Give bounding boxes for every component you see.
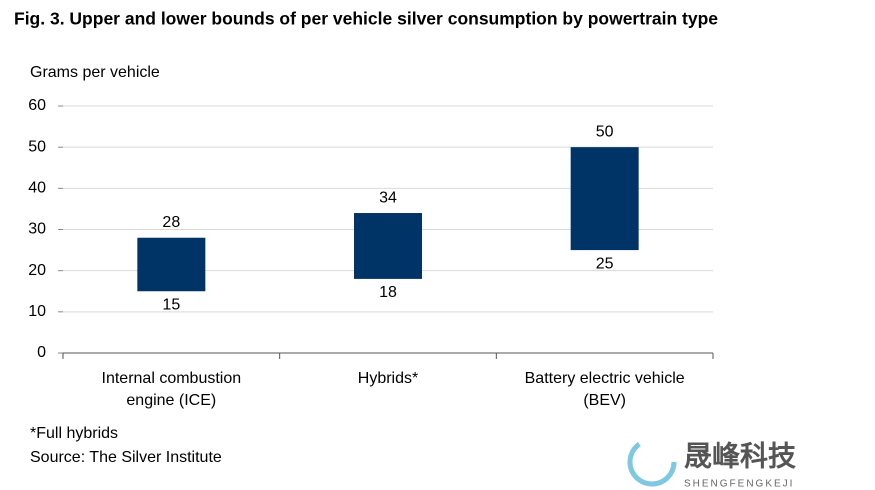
value-label-low: 18 [379,284,397,301]
chart-title: Fig. 3. Upper and lower bounds of per ve… [14,9,718,29]
bar [354,213,422,279]
logo-ring [627,437,677,487]
y-axis-label: Grams per vehicle [30,64,160,81]
y-tick-label: 30 [28,221,46,238]
y-tick-label: 20 [28,262,46,279]
watermark: 晟峰科技 [684,440,796,471]
x-tick-label: Internal combustion engine (ICE) [101,370,242,409]
footnote: *Full hybrids [30,425,119,442]
value-label-low: 25 [596,255,614,272]
source: Source: The Silver Institute [30,449,222,466]
watermark-logo [627,437,677,487]
y-tick-label: 40 [28,180,46,197]
bar [570,147,639,251]
y-tick-label: 10 [28,303,46,320]
value-label-high: 50 [596,123,614,140]
y-tick-label: 50 [28,138,46,155]
x-tick-label: Battery electric vehicle (BEV) [524,370,685,409]
value-label-high: 28 [162,214,180,231]
x-tick-label: Hybrids* [357,370,419,387]
value-label-low: 15 [162,296,180,313]
y-tick-label: 60 [28,97,46,114]
value-label-high: 34 [379,189,397,206]
watermark-sub: SHENGFENGKEJI [684,479,794,490]
y-tick-label: 0 [37,344,46,361]
bar [137,237,206,292]
